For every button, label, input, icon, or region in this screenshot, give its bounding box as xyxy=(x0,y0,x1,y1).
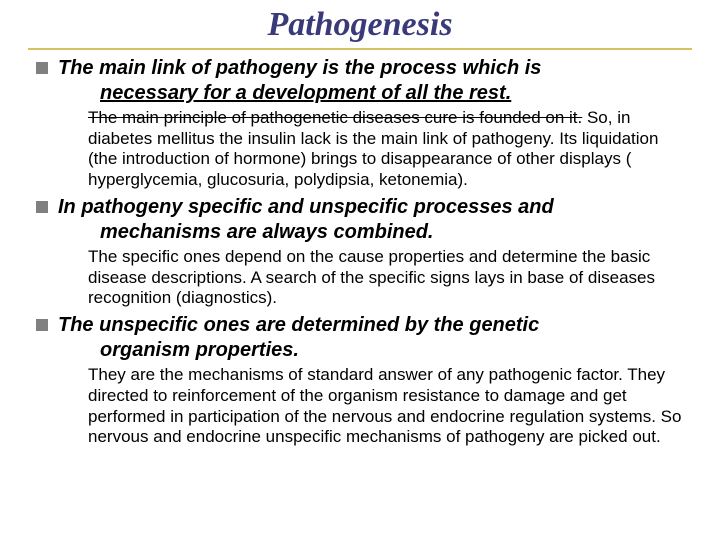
section-2-lead: In pathogeny specific and unspecific pro… xyxy=(58,195,554,245)
title-underline xyxy=(28,48,692,50)
section-3-lead: The unspecific ones are determined by th… xyxy=(58,313,539,363)
bullet-icon xyxy=(36,319,48,331)
bullet-icon xyxy=(36,62,48,74)
section-1: The main link of pathogeny is the proces… xyxy=(28,56,692,191)
section-1-body: The main principle of pathogenetic disea… xyxy=(88,108,692,191)
section-3-body: They are the mechanisms of standard answ… xyxy=(88,365,692,448)
lead-line1: The unspecific ones are determined by th… xyxy=(58,314,539,336)
bullet-icon xyxy=(36,201,48,213)
section-1-body-strike: The main principle of pathogenetic disea… xyxy=(88,108,582,127)
lead-line2: mechanisms are always combined. xyxy=(58,220,554,245)
lead-line1: In pathogeny specific and unspecific pro… xyxy=(58,196,554,218)
lead-line1: The main link of pathogeny is the proces… xyxy=(58,57,541,79)
section-2-body: The specific ones depend on the cause pr… xyxy=(88,247,692,309)
section-3: The unspecific ones are determined by th… xyxy=(28,313,692,448)
slide-title: Pathogenesis xyxy=(28,6,692,44)
lead-line2: necessary for a development of all the r… xyxy=(58,81,541,106)
section-2: In pathogeny specific and unspecific pro… xyxy=(28,195,692,309)
section-1-lead: The main link of pathogeny is the proces… xyxy=(58,56,541,106)
lead-line2: organism properties. xyxy=(58,338,539,363)
